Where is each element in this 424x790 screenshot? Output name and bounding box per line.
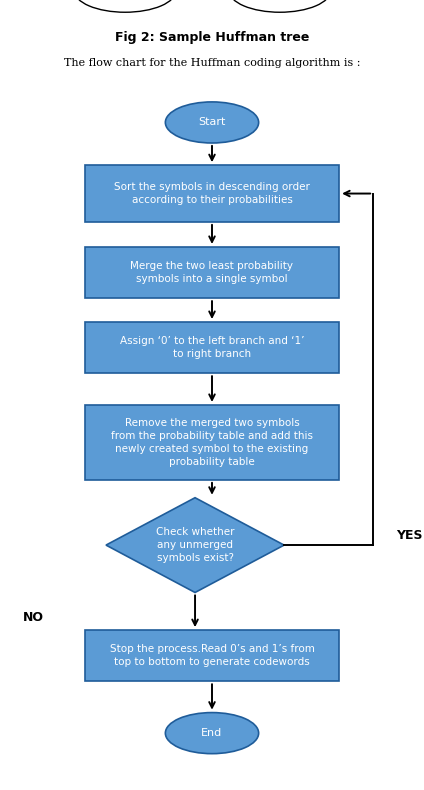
Text: Start: Start	[198, 118, 226, 127]
Text: The flow chart for the Huffman coding algorithm is :: The flow chart for the Huffman coding al…	[64, 58, 360, 68]
Text: Remove the merged two symbols
from the probability table and add this
newly crea: Remove the merged two symbols from the p…	[111, 418, 313, 467]
Text: Stop the process.Read 0’s and 1’s from
top to bottom to generate codewords: Stop the process.Read 0’s and 1’s from t…	[109, 645, 315, 667]
FancyBboxPatch shape	[85, 246, 339, 298]
Text: Sort the symbols in descending order
according to their probabilities: Sort the symbols in descending order acc…	[114, 182, 310, 205]
Text: Fig 2: Sample Huffman tree: Fig 2: Sample Huffman tree	[115, 32, 309, 44]
Text: End: End	[201, 728, 223, 738]
Ellipse shape	[165, 713, 259, 754]
Text: Assign ‘0’ to the left branch and ‘1’
to right branch: Assign ‘0’ to the left branch and ‘1’ to…	[120, 337, 304, 359]
Text: Merge the two least probability
symbols into a single symbol: Merge the two least probability symbols …	[131, 261, 293, 284]
FancyBboxPatch shape	[85, 630, 339, 681]
FancyBboxPatch shape	[85, 165, 339, 222]
Ellipse shape	[165, 102, 259, 143]
FancyBboxPatch shape	[85, 322, 339, 373]
Ellipse shape	[229, 0, 331, 12]
Ellipse shape	[74, 0, 176, 12]
Text: NO: NO	[23, 611, 45, 624]
Text: YES: YES	[396, 529, 423, 542]
Polygon shape	[106, 498, 284, 592]
FancyBboxPatch shape	[85, 404, 339, 480]
Text: Check whether
any unmerged
symbols exist?: Check whether any unmerged symbols exist…	[156, 527, 234, 563]
